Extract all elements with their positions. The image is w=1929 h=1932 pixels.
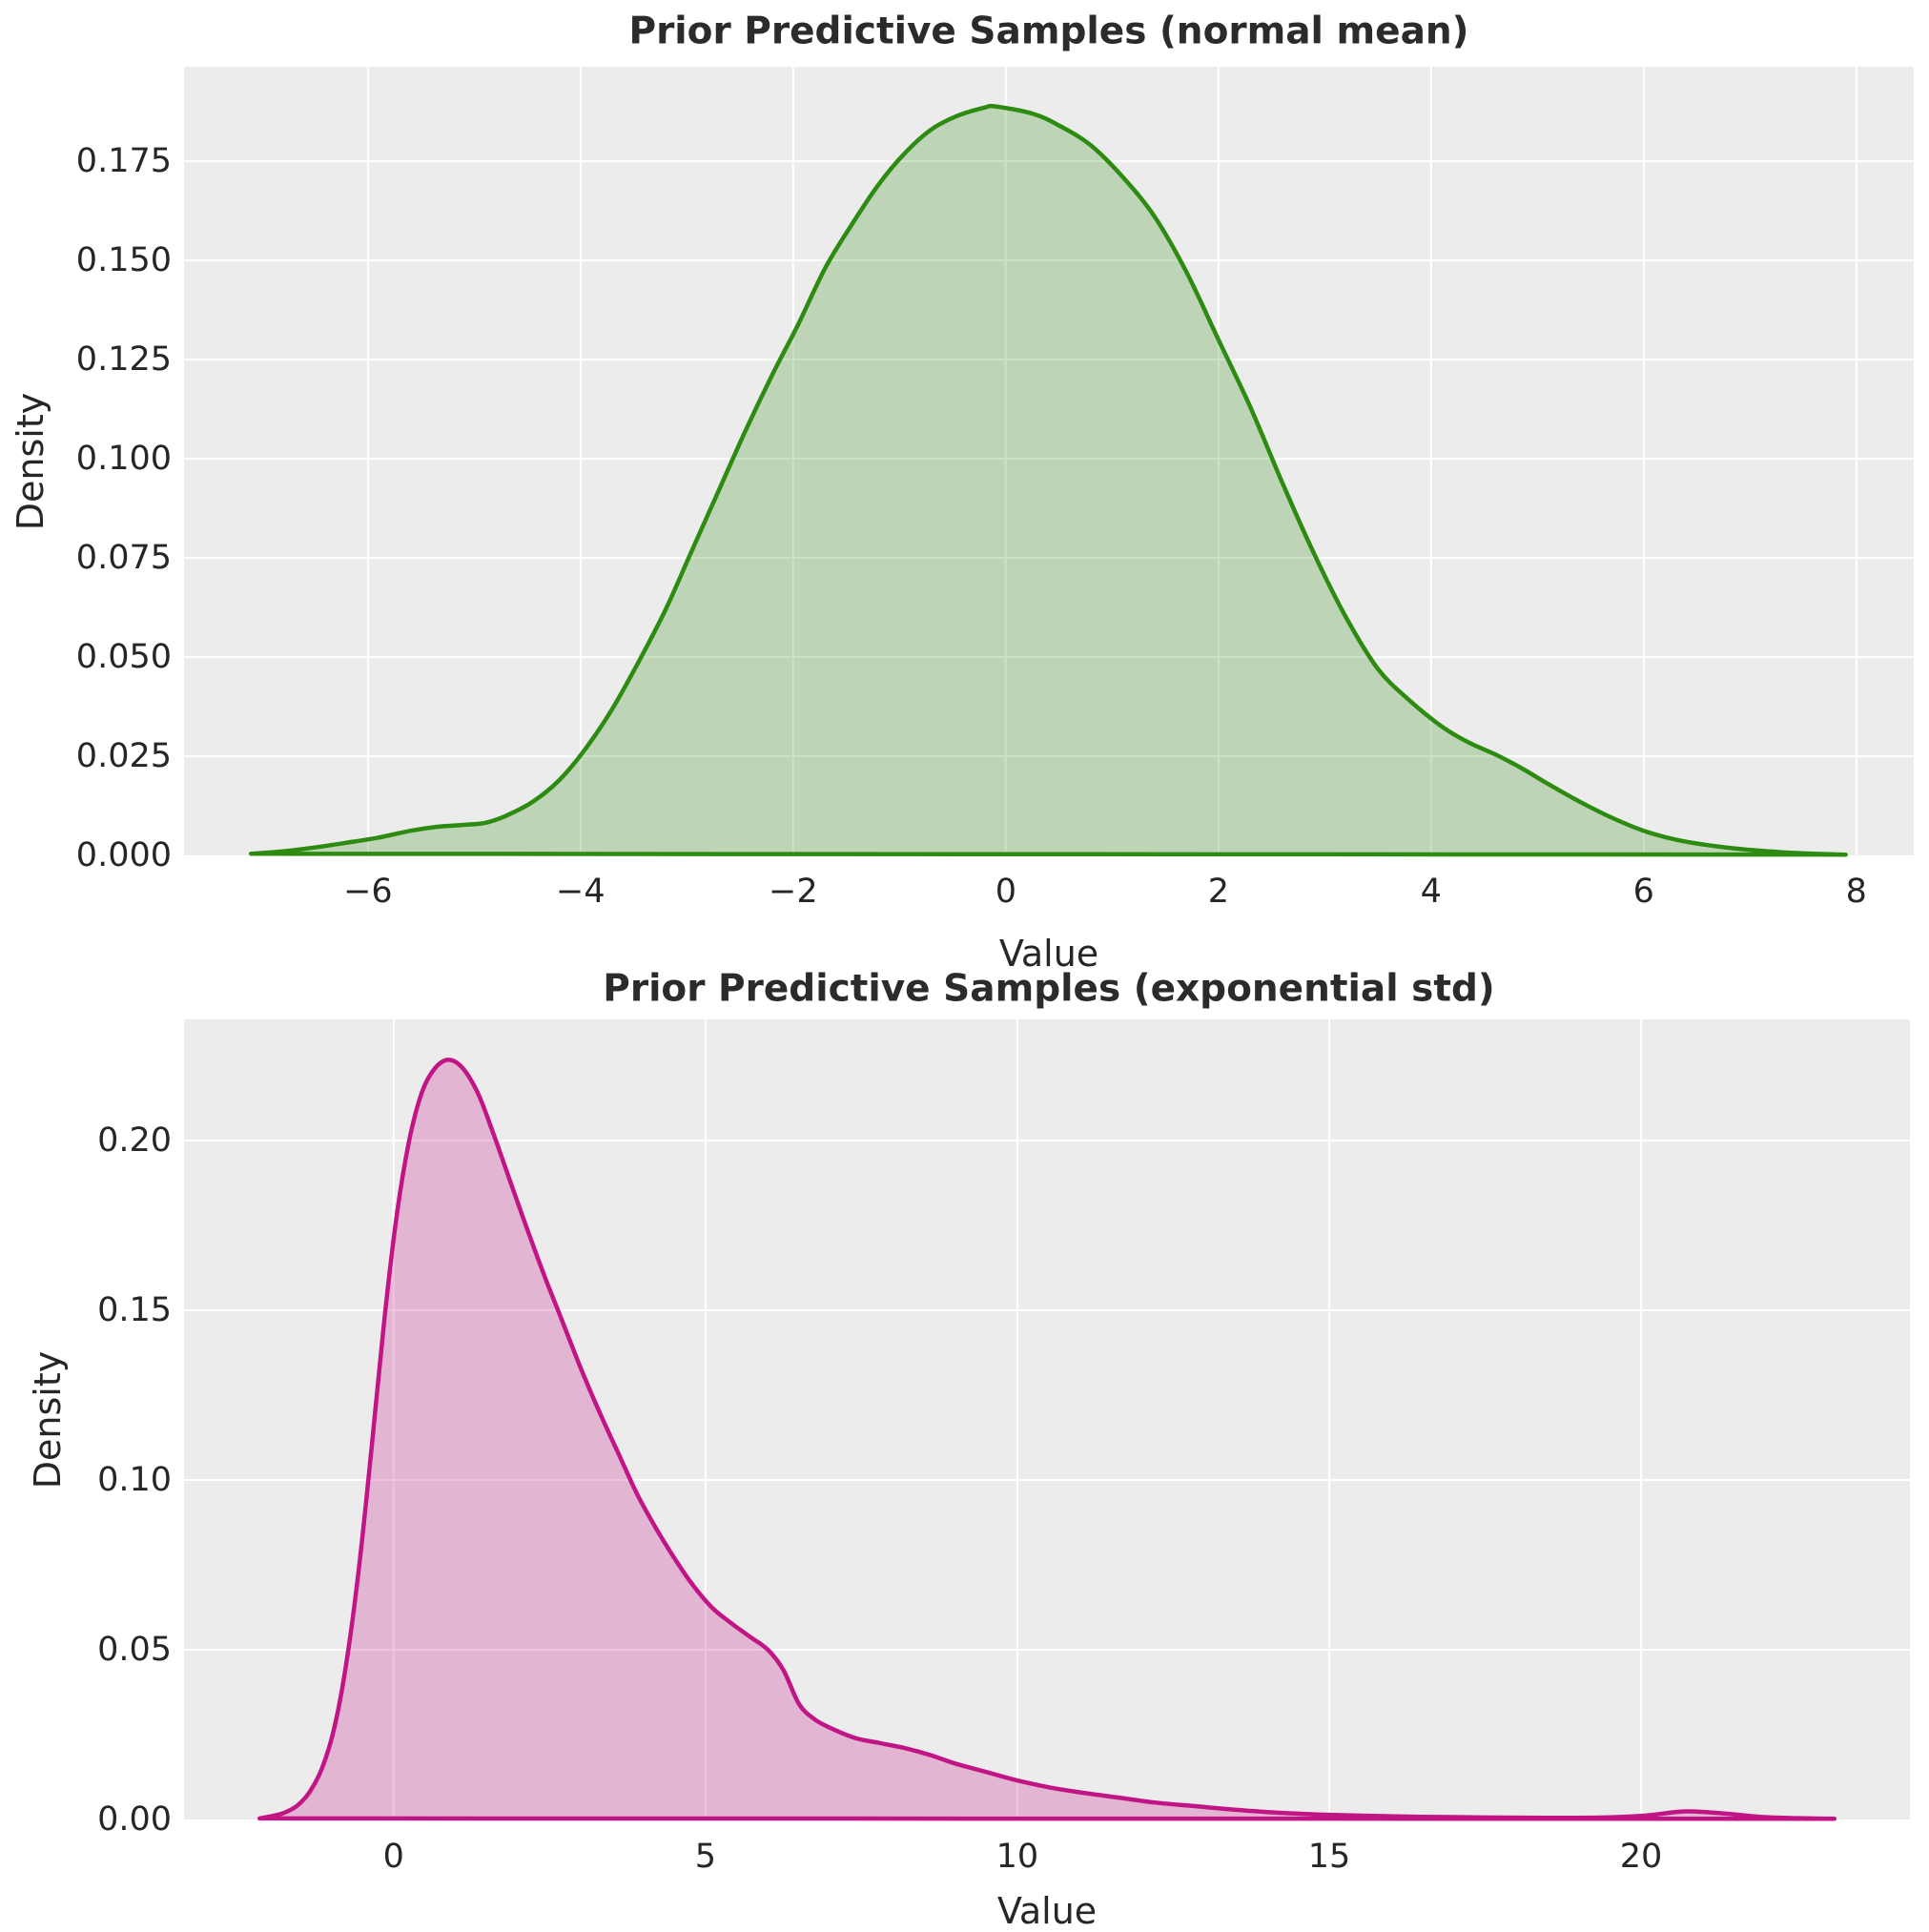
y-tick-label: 0.05 bbox=[97, 1631, 172, 1670]
y-tick-label: 0.100 bbox=[75, 440, 172, 478]
y-tick-label: 0.125 bbox=[75, 340, 172, 379]
x-tick-label: 4 bbox=[1420, 873, 1442, 911]
x-tick-label: 0 bbox=[382, 1838, 404, 1876]
density-curve bbox=[248, 103, 1848, 857]
plot-area bbox=[184, 1019, 1910, 1819]
y-axis-label-density-top: Density bbox=[10, 392, 51, 531]
x-tick-label: 15 bbox=[1307, 1838, 1351, 1876]
x-tick-label: 20 bbox=[1619, 1838, 1663, 1876]
chart-title-exponential-std: Prior Predictive Samples (exponential st… bbox=[603, 967, 1495, 1011]
y-tick-label: 0.150 bbox=[75, 241, 172, 279]
y-tick-label: 0.20 bbox=[97, 1121, 172, 1161]
y-tick-label: 0.00 bbox=[97, 1800, 172, 1839]
x-tick-label: −6 bbox=[343, 873, 393, 911]
x-axis-label-value-top: Value bbox=[998, 933, 1099, 975]
x-axis-label-value-bottom: Value bbox=[996, 1890, 1098, 1932]
y-tick-label: 0.000 bbox=[75, 836, 172, 874]
y-axis-label-density-bottom: Density bbox=[27, 1350, 69, 1490]
plot-area bbox=[184, 67, 1914, 855]
density-fill bbox=[251, 106, 1846, 855]
y-tick-label: 0.10 bbox=[97, 1461, 172, 1500]
y-tick-label: 0.075 bbox=[75, 539, 172, 577]
y-tick-label: 0.050 bbox=[75, 638, 172, 676]
x-tick-label: 5 bbox=[694, 1838, 716, 1876]
y-tick-label: 0.15 bbox=[97, 1291, 172, 1330]
x-tick-label: 2 bbox=[1207, 873, 1229, 911]
y-tick-label: 0.175 bbox=[75, 142, 172, 180]
x-tick-label: 8 bbox=[1845, 873, 1867, 911]
chart-title-normal-mean: Prior Predictive Samples (normal mean) bbox=[628, 10, 1469, 53]
density-curve bbox=[257, 1058, 1837, 1821]
y-tick-label: 0.025 bbox=[75, 737, 172, 775]
x-tick-label: 10 bbox=[995, 1838, 1039, 1876]
x-tick-label: −4 bbox=[556, 873, 605, 911]
density-fill bbox=[259, 1059, 1835, 1819]
x-tick-label: 6 bbox=[1632, 873, 1654, 911]
x-tick-label: 0 bbox=[995, 873, 1016, 911]
x-tick-label: −2 bbox=[769, 873, 818, 911]
